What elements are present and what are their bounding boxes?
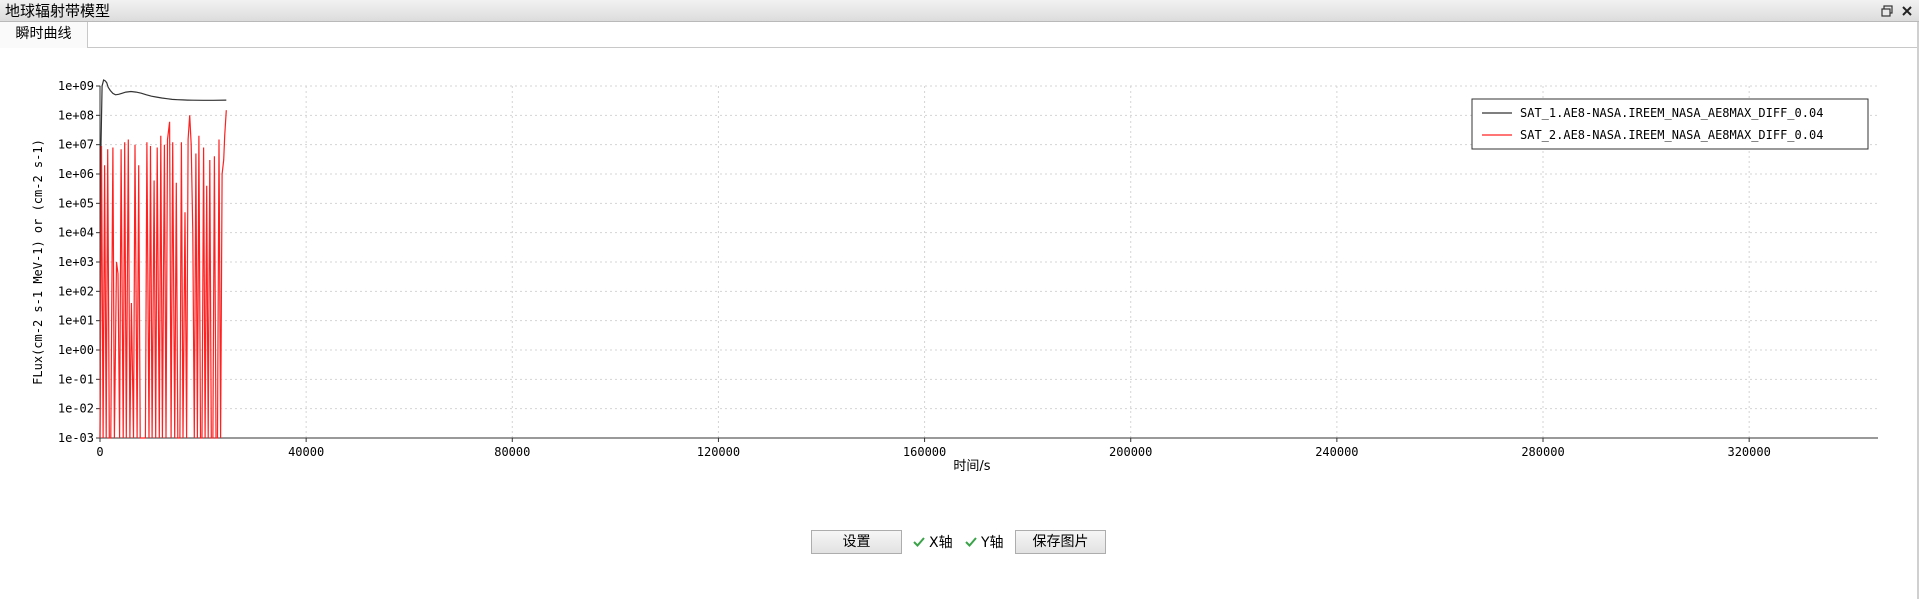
series-line-1: [99, 79, 227, 439]
window-title: 地球辐射带模型: [5, 2, 111, 20]
y-tick-label: 1e+08: [58, 108, 94, 122]
legend-entry-2: SAT_2.AE8-NASA.IREEM_NASA_AE8MAX_DIFF_0.…: [1520, 128, 1823, 142]
series-line-2: [99, 110, 227, 439]
y-axis-title: FLux(cm-2 s-1 MeV-1) or (cm-2 s-1): [31, 139, 45, 385]
x-tick-label: 40000: [288, 445, 324, 459]
chart-axes: [96, 85, 1878, 442]
y-axis-checkbox[interactable]: Y轴: [964, 532, 1004, 552]
y-tick-label: 1e+06: [58, 167, 94, 181]
x-axis-checkbox[interactable]: X轴: [912, 532, 953, 552]
y-tick-label: 1e+07: [58, 138, 94, 152]
restore-icon[interactable]: [1879, 3, 1895, 19]
chart-legend[interactable]: SAT_1.AE8-NASA.IREEM_NASA_AE8MAX_DIFF_0.…: [1471, 98, 1869, 150]
chart-labels: 1e-03 1e-02 1e-01 1e+00 1e+01 1e+02 1e+03 1e+04…: [31, 79, 1771, 474]
close-icon[interactable]: [1899, 3, 1915, 19]
chart-grid: [100, 85, 1878, 438]
x-tick-label: 200000: [1109, 445, 1152, 459]
y-axis-checkbox-label: Y轴: [981, 535, 1004, 551]
window-titlebar: 地球辐射带模型: [0, 0, 1919, 22]
y-tick-label: 1e+00: [58, 343, 94, 357]
window-right-border: [1917, 22, 1919, 599]
flux-time-chart: 1e-03 1e-02 1e-01 1e+00 1e+01 1e+02 1e+03 1e+04…: [31, 79, 1878, 474]
tab-bar: 瞬时曲线: [0, 22, 1919, 48]
save-image-button[interactable]: 保存图片: [1015, 530, 1106, 554]
x-axis-title: 时间/s: [953, 459, 990, 474]
checkmark-icon: [964, 535, 978, 549]
y-tick-label: 1e+02: [58, 284, 94, 298]
y-tick-label: 1e-01: [58, 372, 94, 386]
x-axis-checkbox-label: X轴: [929, 535, 953, 551]
x-tick-label: 80000: [494, 445, 530, 459]
x-tick-label: 320000: [1727, 445, 1770, 459]
y-tick-label: 1e+03: [58, 255, 94, 269]
x-tick-label: 0: [96, 445, 103, 459]
checkmark-icon: [912, 535, 926, 549]
chart-series: [99, 79, 227, 439]
chart-controls: 设置 X轴 Y轴 保存图片: [0, 530, 1919, 556]
y-tick-label: 1e+01: [58, 314, 94, 328]
y-tick-label: 1e+04: [58, 226, 94, 240]
x-tick-label: 160000: [903, 445, 946, 459]
x-tick-label: 280000: [1521, 445, 1564, 459]
y-tick-label: 1e-02: [58, 402, 94, 416]
legend-box: [1471, 98, 1869, 150]
tab-instant-curve[interactable]: 瞬时曲线: [0, 22, 88, 48]
x-tick-label: 240000: [1315, 445, 1358, 459]
y-tick-label: 1e-03: [58, 431, 94, 445]
y-tick-label: 1e+09: [58, 79, 94, 93]
x-tick-label: 120000: [697, 445, 740, 459]
legend-entry-1: SAT_1.AE8-NASA.IREEM_NASA_AE8MAX_DIFF_0.…: [1520, 106, 1823, 120]
y-tick-label: 1e+05: [58, 196, 94, 210]
settings-button[interactable]: 设置: [811, 530, 902, 554]
